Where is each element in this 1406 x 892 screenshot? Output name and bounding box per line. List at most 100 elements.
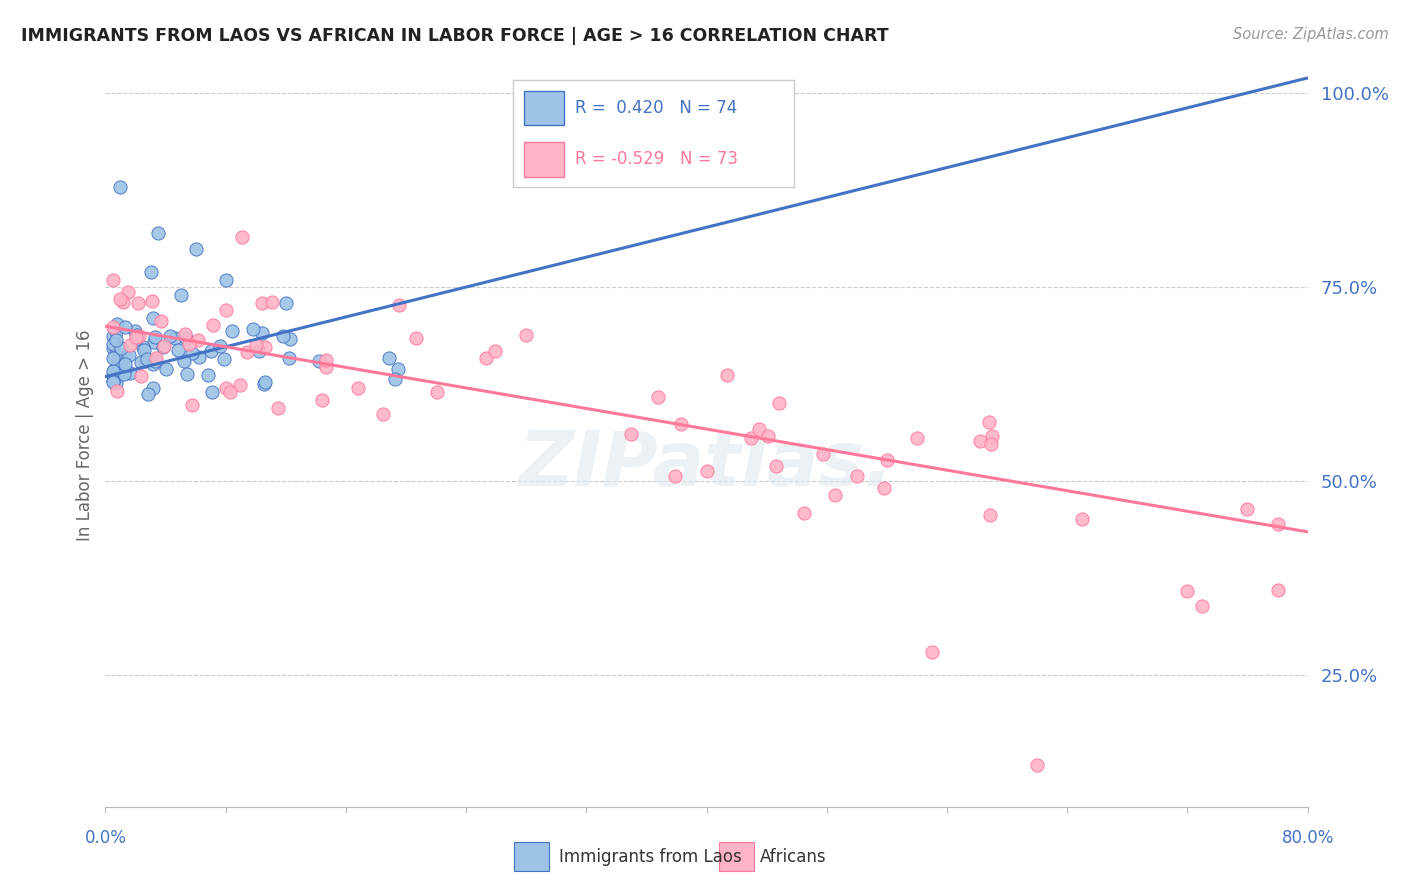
Point (278, 332, 301, 346)
Text: 0.0%: 0.0% (84, 830, 127, 847)
Point (184, 242, 207, 256)
Point (128, 329, 150, 343)
Point (101, 351, 124, 365)
Point (152, 340, 174, 354)
Point (250, 295, 273, 310)
Point (112, 364, 135, 378)
Point (142, 311, 165, 326)
Point (104, 347, 127, 361)
Bar (524, 143, 564, 177)
Point (101, 376, 124, 390)
Point (758, 429, 780, 443)
Point (101, 273, 124, 287)
Point (793, 506, 815, 520)
Point (145, 351, 167, 365)
Point (163, 331, 186, 345)
Point (131, 368, 153, 383)
Point (125, 330, 148, 344)
Text: ZIPatlas.: ZIPatlas. (519, 427, 894, 501)
Point (235, 345, 257, 359)
Point (475, 351, 498, 365)
Point (247, 343, 270, 358)
Point (426, 384, 449, 399)
Point (231, 229, 253, 244)
Point (176, 368, 198, 382)
Point (262, 294, 284, 309)
Point (173, 353, 195, 368)
Point (120, 366, 142, 380)
Point (669, 417, 692, 432)
Point (208, 339, 231, 353)
Point (716, 368, 738, 382)
Point (200, 343, 222, 358)
Point (388, 298, 411, 312)
Point (980, 436, 1002, 450)
Point (405, 331, 427, 345)
Point (219, 385, 242, 400)
Point (748, 421, 770, 435)
Point (127, 327, 149, 342)
Point (139, 265, 162, 279)
Point (180, 398, 202, 412)
Point (768, 395, 790, 409)
Point (177, 337, 200, 351)
Point (136, 352, 159, 367)
Point (149, 314, 172, 328)
Point (125, 332, 148, 346)
Point (118, 348, 141, 362)
Point (267, 401, 290, 415)
Point (174, 326, 197, 341)
Text: Source: ZipAtlas.com: Source: ZipAtlas.com (1233, 27, 1389, 42)
Point (274, 296, 297, 310)
Point (245, 338, 267, 352)
Text: IMMIGRANTS FROM LAOS VS AFRICAN IN LABOR FORCE | AGE > 16 CORRELATION CHART: IMMIGRANTS FROM LAOS VS AFRICAN IN LABOR… (21, 27, 889, 45)
Text: R = -0.529   N = 73: R = -0.529 N = 73 (575, 151, 738, 169)
Point (215, 381, 238, 395)
Point (253, 375, 276, 389)
Point (876, 452, 898, 467)
Point (176, 331, 198, 345)
Point (311, 392, 333, 407)
Point (108, 293, 131, 307)
Point (250, 326, 273, 341)
Bar (718, 842, 754, 871)
Text: Africans: Africans (761, 847, 827, 866)
Point (242, 321, 264, 335)
Point (103, 372, 125, 386)
Point (1191, 599, 1213, 613)
Text: Immigrants from Laos: Immigrants from Laos (560, 847, 742, 866)
Point (101, 364, 124, 378)
Point (253, 340, 276, 354)
Point (155, 361, 177, 376)
Point (105, 318, 128, 332)
Point (215, 303, 238, 318)
Point (981, 429, 1004, 443)
Point (114, 319, 136, 334)
Point (167, 343, 190, 358)
Point (221, 324, 243, 338)
Point (146, 226, 169, 240)
Bar (515, 842, 550, 871)
Point (969, 434, 991, 448)
Point (921, 645, 943, 659)
Point (124, 324, 146, 338)
Point (107, 359, 129, 373)
Point (253, 377, 276, 392)
Point (103, 341, 125, 355)
Point (141, 293, 163, 308)
Point (1267, 582, 1289, 597)
Point (214, 273, 236, 287)
Point (515, 328, 537, 343)
Point (153, 339, 176, 353)
Point (384, 372, 406, 386)
Point (664, 469, 686, 483)
Point (315, 359, 337, 374)
Bar (524, 91, 564, 125)
Point (105, 334, 128, 348)
Point (101, 320, 124, 334)
Y-axis label: In Labor Force | Age > 16: In Labor Force | Age > 16 (76, 329, 94, 541)
Point (387, 362, 409, 376)
Point (1267, 517, 1289, 532)
Point (197, 368, 219, 382)
Point (1236, 502, 1258, 516)
